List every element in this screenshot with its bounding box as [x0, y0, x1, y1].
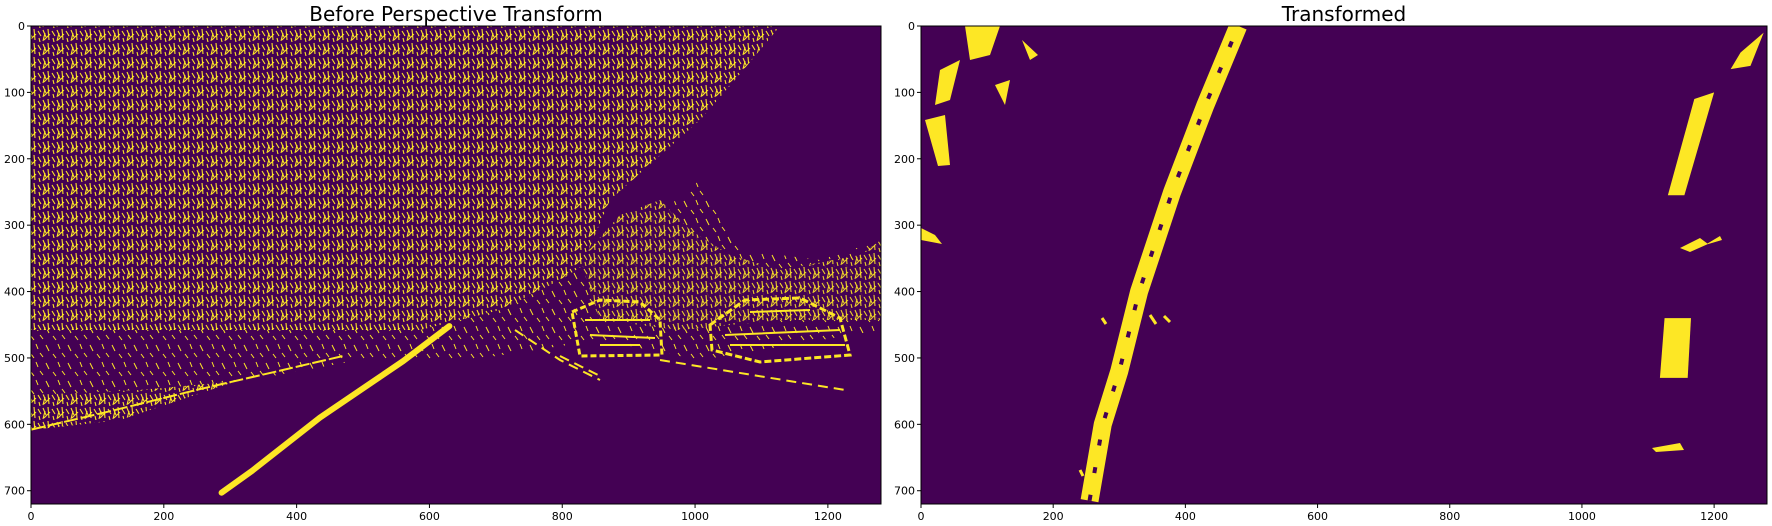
y-tick-label: 0 [908, 20, 915, 33]
y-tick-label: 500 [894, 352, 915, 365]
left-edge-blob [921, 228, 942, 244]
car-center-detail [585, 319, 656, 346]
x-tick-label: 1000 [681, 510, 709, 523]
mask-before [31, 26, 881, 496]
x-tick-label: 800 [552, 510, 573, 523]
x-tick-label: 200 [153, 510, 174, 523]
frame-before [30, 25, 882, 505]
y-tick-label: 400 [4, 286, 25, 299]
y-tick-label: 300 [4, 219, 25, 232]
panel-transformed: Transformed 0 200 400 600 800 1000 1200 0 100 200… [894, 2, 1768, 523]
lane-line-right-segment [1659, 318, 1691, 378]
top-left-clutter [925, 26, 1038, 166]
x-tick-label: 600 [1307, 510, 1328, 523]
y-tick-label: 100 [4, 86, 25, 99]
x-tick-label: 400 [1175, 510, 1196, 523]
road-edge-right [514, 329, 846, 391]
image-area-transformed [921, 26, 1767, 504]
lane-line-right [218, 323, 453, 496]
right-mid-dash [1680, 236, 1722, 252]
x-tick-label: 400 [286, 510, 307, 523]
axes-transformed: 0 200 400 600 800 1000 1200 0 100 200 300 400 500 600… [894, 20, 1728, 523]
lane-line-left-warped [1080, 26, 1247, 503]
x-tick-label: 800 [1439, 510, 1460, 523]
y-tick-label: 600 [4, 418, 25, 431]
y-tick-label: 400 [894, 286, 915, 299]
car-center [570, 298, 664, 358]
frame-transformed [920, 25, 1768, 505]
title-before: Before Perspective Transform [309, 2, 602, 26]
x-tick-label: 0 [918, 510, 925, 523]
axes-before: 0 200 400 600 800 1000 1200 0 100 200 300 400 500 600… [4, 20, 842, 523]
small-left-dots [1078, 314, 1172, 477]
x-tick-label: 0 [28, 510, 35, 523]
y-tick-label: 0 [18, 20, 25, 33]
y-tick-label: 700 [894, 485, 915, 498]
x-tick-label: 200 [1043, 510, 1064, 523]
y-tick-label: 500 [4, 352, 25, 365]
y-tick-label: 200 [894, 153, 915, 166]
x-tick-label: 600 [419, 510, 440, 523]
distant-trees [580, 200, 881, 330]
y-tick-label: 200 [4, 153, 25, 166]
x-tick-label: 1200 [1700, 510, 1728, 523]
y-tick-label: 100 [894, 86, 915, 99]
car-right [708, 296, 852, 364]
y-tick-label: 700 [4, 485, 25, 498]
car-right-detail [724, 309, 845, 346]
y-tick-label: 600 [894, 418, 915, 431]
mask-transformed [921, 26, 1764, 503]
lane-line-right-segment [1667, 92, 1715, 196]
y-tick-label: 300 [894, 219, 915, 232]
x-tick-label: 1000 [1568, 510, 1596, 523]
lane-line-left [31, 354, 344, 431]
tree-left-mass [31, 26, 420, 330]
title-transformed: Transformed [1281, 2, 1406, 26]
panel-before: Before Perspective Transform 0 200 400 600 8… [4, 2, 882, 523]
right-lower-dash [1652, 443, 1684, 452]
x-tick-label: 1200 [814, 510, 842, 523]
lane-line-right-segment [1730, 32, 1764, 70]
